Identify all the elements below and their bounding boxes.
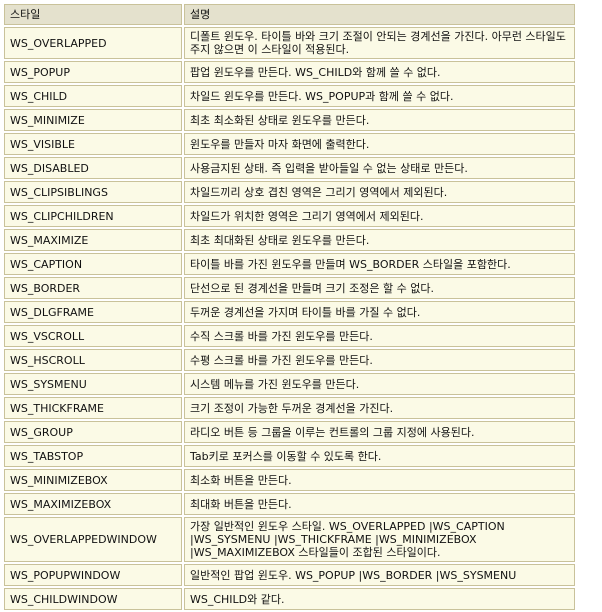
description-cell: 라디오 버튼 등 그룹을 이루는 컨트롤의 그룹 지정에 사용된다. <box>184 421 575 443</box>
style-name-cell: WS_MAXIMIZEBOX <box>4 493 182 515</box>
description-cell: 차일드가 위치한 영역은 그리기 영역에서 제외된다. <box>184 205 575 227</box>
description-cell: 크기 조정이 가능한 두꺼운 경계선을 가진다. <box>184 397 575 419</box>
table-row: WS_BORDER 단선으로 된 경계선을 만들며 크기 조정은 할 수 없다. <box>4 277 575 299</box>
table-row: WS_CHILD 차일드 윈도우를 만든다. WS_POPUP과 함께 쓸 수 없… <box>4 85 575 107</box>
style-name-cell: WS_THICKFRAME <box>4 397 182 419</box>
table-row: WS_CAPTION 타이틀 바를 가진 윈도우를 만들며 WS_BORDER 스… <box>4 253 575 275</box>
description-cell: 팝업 윈도우를 만든다. WS_CHILD와 함께 쓸 수 없다. <box>184 61 575 83</box>
description-cell: 윈도우를 만들자 마자 화면에 출력한다. <box>184 133 575 155</box>
style-name-cell: WS_VSCROLL <box>4 325 182 347</box>
table-row: WS_OVERLAPPEDWINDOW 가장 일반적인 윈도우 스타일. WS_O… <box>4 517 575 562</box>
description-cell: 시스템 메뉴를 가진 윈도우를 만든다. <box>184 373 575 395</box>
table-header-row: 스타일 설명 <box>4 4 575 25</box>
description-cell: 타이틀 바를 가진 윈도우를 만들며 WS_BORDER 스타일을 포함한다. <box>184 253 575 275</box>
style-name-cell: WS_OVERLAPPED <box>4 27 182 59</box>
table-row: WS_DISABLED 사용금지된 상태. 즉 입력을 받아들일 수 없는 상태로… <box>4 157 575 179</box>
style-name-cell: WS_TABSTOP <box>4 445 182 467</box>
table-row: WS_CHILDWINDOW WS_CHILD와 같다. <box>4 588 575 610</box>
table-row: WS_GROUP 라디오 버튼 등 그룹을 이루는 컨트롤의 그룹 지정에 사용된… <box>4 421 575 443</box>
description-cell: 최초 최소화된 상태로 윈도우를 만든다. <box>184 109 575 131</box>
description-cell: 최대화 버튼을 만든다. <box>184 493 575 515</box>
style-name-cell: WS_CHILD <box>4 85 182 107</box>
table-row: WS_DLGFRAME 두꺼운 경계선을 가지며 타이틀 바를 가질 수 없다. <box>4 301 575 323</box>
table-row: WS_POPUPWINDOW 일반적인 팝업 윈도우. WS_POPUP |WS_… <box>4 564 575 586</box>
description-cell: 최소화 버튼을 만든다. <box>184 469 575 491</box>
description-cell: 일반적인 팝업 윈도우. WS_POPUP |WS_BORDER |WS_SYS… <box>184 564 575 586</box>
style-name-cell: WS_POPUPWINDOW <box>4 564 182 586</box>
description-cell: 최초 최대화된 상태로 윈도우를 만든다. <box>184 229 575 251</box>
table-row: WS_SYSMENU 시스템 메뉴를 가진 윈도우를 만든다. <box>4 373 575 395</box>
style-name-cell: WS_DLGFRAME <box>4 301 182 323</box>
description-cell: 가장 일반적인 윈도우 스타일. WS_OVERLAPPED |WS_CAPTI… <box>184 517 575 562</box>
style-name-cell: WS_CHILDWINDOW <box>4 588 182 610</box>
description-cell: 단선으로 된 경계선을 만들며 크기 조정은 할 수 없다. <box>184 277 575 299</box>
table-row: WS_MINIMIZEBOX 최소화 버튼을 만든다. <box>4 469 575 491</box>
description-cell: 차일드 윈도우를 만든다. WS_POPUP과 함께 쓸 수 없다. <box>184 85 575 107</box>
style-name-cell: WS_CLIPSIBLINGS <box>4 181 182 203</box>
style-name-cell: WS_MINIMIZEBOX <box>4 469 182 491</box>
description-cell: WS_CHILD와 같다. <box>184 588 575 610</box>
table-row: WS_VSCROLL 수직 스크롤 바를 가진 윈도우를 만든다. <box>4 325 575 347</box>
table-row: WS_MAXIMIZEBOX 최대화 버튼을 만든다. <box>4 493 575 515</box>
description-cell: Tab키로 포커스를 이동할 수 있도록 한다. <box>184 445 575 467</box>
style-name-cell: WS_GROUP <box>4 421 182 443</box>
table-row: WS_MAXIMIZE 최초 최대화된 상태로 윈도우를 만든다. <box>4 229 575 251</box>
description-cell: 차일드끼리 상호 겹친 영역은 그리기 영역에서 제외된다. <box>184 181 575 203</box>
header-style: 스타일 <box>4 4 182 25</box>
header-description: 설명 <box>184 4 575 25</box>
style-name-cell: WS_MAXIMIZE <box>4 229 182 251</box>
table-row: WS_HSCROLL 수평 스크롤 바를 가진 윈도우를 만든다. <box>4 349 575 371</box>
table-body: WS_OVERLAPPED 디폴트 윈도우. 타이틀 바와 크기 조절이 안되는 … <box>4 27 575 610</box>
window-styles-table: 스타일 설명 WS_OVERLAPPED 디폴트 윈도우. 타이틀 바와 크기 조… <box>2 2 577 612</box>
window-styles-table-wrapper: 스타일 설명 WS_OVERLAPPED 디폴트 윈도우. 타이틀 바와 크기 조… <box>2 2 577 612</box>
description-cell: 사용금지된 상태. 즉 입력을 받아들일 수 없는 상태로 만든다. <box>184 157 575 179</box>
description-cell: 수평 스크롤 바를 가진 윈도우를 만든다. <box>184 349 575 371</box>
table-row: WS_MINIMIZE 최초 최소화된 상태로 윈도우를 만든다. <box>4 109 575 131</box>
style-name-cell: WS_DISABLED <box>4 157 182 179</box>
style-name-cell: WS_CAPTION <box>4 253 182 275</box>
description-cell: 디폴트 윈도우. 타이틀 바와 크기 조절이 안되는 경계선을 가진다. 아무런… <box>184 27 575 59</box>
style-name-cell: WS_BORDER <box>4 277 182 299</box>
style-name-cell: WS_OVERLAPPEDWINDOW <box>4 517 182 562</box>
table-row: WS_POPUP 팝업 윈도우를 만든다. WS_CHILD와 함께 쓸 수 없다… <box>4 61 575 83</box>
style-name-cell: WS_MINIMIZE <box>4 109 182 131</box>
table-row: WS_CLIPCHILDREN 차일드가 위치한 영역은 그리기 영역에서 제외된… <box>4 205 575 227</box>
style-name-cell: WS_VISIBLE <box>4 133 182 155</box>
table-row: WS_TABSTOP Tab키로 포커스를 이동할 수 있도록 한다. <box>4 445 575 467</box>
table-row: WS_VISIBLE 윈도우를 만들자 마자 화면에 출력한다. <box>4 133 575 155</box>
style-name-cell: WS_HSCROLL <box>4 349 182 371</box>
table-row: WS_OVERLAPPED 디폴트 윈도우. 타이틀 바와 크기 조절이 안되는 … <box>4 27 575 59</box>
description-cell: 수직 스크롤 바를 가진 윈도우를 만든다. <box>184 325 575 347</box>
description-cell: 두꺼운 경계선을 가지며 타이틀 바를 가질 수 없다. <box>184 301 575 323</box>
style-name-cell: WS_POPUP <box>4 61 182 83</box>
table-row: WS_THICKFRAME 크기 조정이 가능한 두꺼운 경계선을 가진다. <box>4 397 575 419</box>
style-name-cell: WS_CLIPCHILDREN <box>4 205 182 227</box>
style-name-cell: WS_SYSMENU <box>4 373 182 395</box>
table-row: WS_CLIPSIBLINGS 차일드끼리 상호 겹친 영역은 그리기 영역에서 … <box>4 181 575 203</box>
